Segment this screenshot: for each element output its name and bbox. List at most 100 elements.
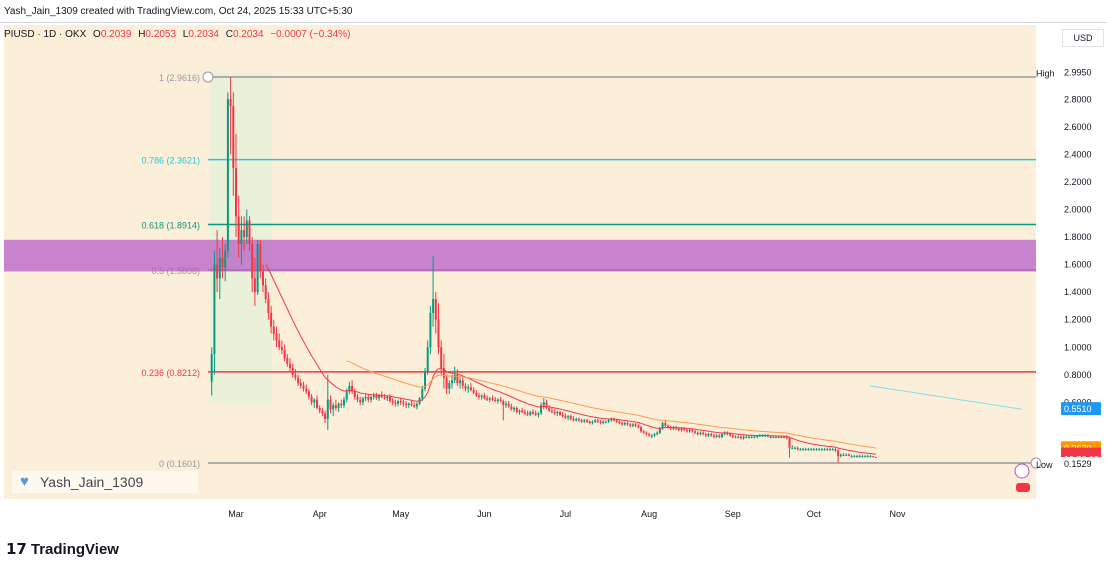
ema-slow-line: [346, 360, 876, 449]
candle-body: [248, 220, 251, 244]
candle-body: [518, 410, 521, 413]
candle-body: [216, 264, 219, 279]
candle-body: [343, 399, 345, 406]
candle-body: [407, 403, 410, 406]
candle-body: [788, 438, 791, 448]
price-chart[interactable]: 1 (2.9616) 0.786 (2.3621) 0.618 (1.8914) 0.…: [0, 23, 1107, 525]
candle-body: [429, 312, 432, 348]
candle-body: [874, 456, 877, 458]
candle-body: [572, 418, 575, 421]
candle-body: [421, 388, 424, 399]
candle-body: [745, 436, 748, 438]
candle-body: [491, 398, 494, 400]
candle-body: [499, 399, 502, 402]
candle-body: [569, 416, 572, 419]
low-marker-label: Low: [1036, 460, 1053, 470]
x-tick-label: Nov: [889, 509, 906, 519]
candle-body: [410, 403, 413, 406]
candle-body: [683, 428, 686, 430]
candle-body: [548, 407, 551, 411]
candle-body: [272, 326, 275, 334]
candle-body: [604, 421, 607, 423]
candle-body: [424, 372, 426, 389]
candle-body: [629, 424, 632, 426]
price-label-text: 0.5510: [1064, 404, 1092, 414]
chart-area[interactable]: 1 (2.9616) 0.786 (2.3621) 0.618 (1.8914) 0.…: [0, 22, 1107, 525]
y-tick-label: 1.0000: [1064, 342, 1092, 352]
candle-body: [399, 401, 402, 403]
candle-body: [721, 434, 723, 437]
candle-body: [380, 395, 383, 397]
candle-body: [510, 406, 513, 410]
candle-body: [316, 399, 318, 408]
candle-body: [289, 363, 291, 368]
candle-body: [845, 454, 848, 456]
candle-body: [653, 434, 656, 436]
candle-body: [475, 392, 478, 396]
candle-body: [256, 243, 259, 293]
candle-body: [386, 396, 389, 399]
candle-body: [286, 358, 289, 364]
tradingview-mark-icon: 𝟭𝟳: [6, 541, 27, 558]
candle-body: [505, 403, 507, 406]
candle-body: [753, 436, 756, 438]
tradingview-logo[interactable]: 𝟭𝟳 TradingView: [6, 540, 119, 558]
candle-body: [432, 299, 435, 313]
candle-body: [599, 421, 602, 424]
x-tick-label: Oct: [807, 509, 822, 519]
candle-body: [661, 423, 664, 429]
candle-body: [561, 414, 564, 417]
candle-body: [802, 449, 804, 451]
candle-body: [785, 436, 788, 439]
open-key: O: [93, 29, 101, 40]
price-label-text: 0.1529: [1064, 459, 1092, 469]
candle-body: [556, 412, 559, 414]
currency-button[interactable]: USD: [1062, 29, 1104, 47]
candle-body: [378, 395, 381, 399]
candle-body: [739, 436, 742, 439]
candle-body: [442, 367, 445, 378]
ema-fast-line: [265, 264, 876, 455]
x-tick-label: Jun: [477, 509, 492, 519]
candle-body: [610, 418, 613, 421]
candle-body: [677, 428, 680, 430]
close-value: 0.2034: [232, 29, 264, 40]
candle-body: [318, 407, 321, 411]
candle-body: [270, 312, 273, 327]
candle-body: [486, 398, 489, 400]
price-label-box: [1061, 456, 1101, 470]
candle-body: [872, 456, 875, 458]
candle-body: [847, 454, 850, 457]
high-marker-label: High: [1036, 68, 1055, 78]
candle-body: [540, 405, 543, 414]
candle-body: [210, 354, 213, 382]
candle-body: [294, 374, 297, 378]
fib-level-label: 0.618 (1.8914): [141, 220, 200, 230]
candle-body: [526, 413, 529, 415]
candle-body: [329, 399, 332, 410]
candle-body: [337, 403, 340, 408]
candle-body: [348, 385, 351, 392]
fib-level-label: 0.236 (0.8212): [141, 368, 200, 378]
candle-body: [567, 416, 570, 418]
candle-body: [388, 396, 391, 402]
candle-body: [575, 418, 578, 421]
candle-body: [218, 257, 221, 279]
candle-body: [245, 220, 248, 238]
candle-body: [253, 278, 256, 293]
candle-body: [359, 399, 362, 403]
candle-body: [351, 385, 354, 392]
candle-body: [469, 387, 472, 390]
candle-body: [831, 449, 834, 451]
candle-body: [793, 447, 796, 449]
candle-body: [591, 421, 594, 424]
candle-body: [837, 450, 840, 457]
candle-body: [731, 435, 734, 437]
candle-body: [869, 456, 872, 458]
y-tick-label: 1.6000: [1064, 260, 1092, 270]
candle-body: [310, 396, 313, 403]
candle-body: [415, 403, 418, 407]
y-tick-label: 2.2000: [1064, 177, 1092, 187]
candle-body: [596, 420, 599, 422]
candle-body: [226, 99, 229, 251]
